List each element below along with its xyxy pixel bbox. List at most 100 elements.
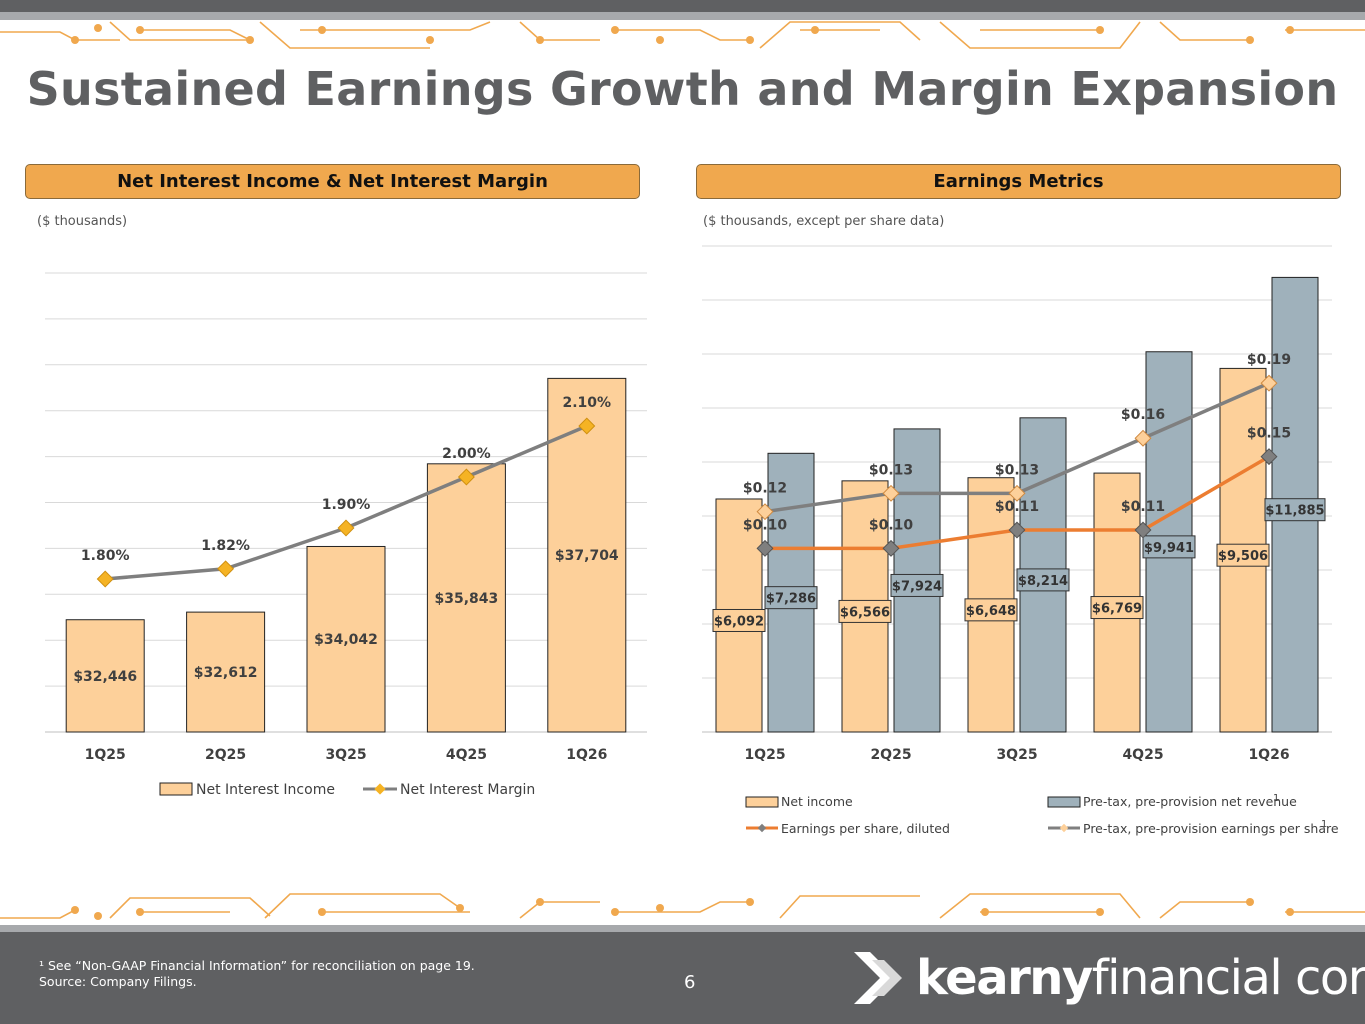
x-tick-label: 1Q25 — [744, 747, 785, 763]
legend-net-income-label: Net income — [781, 794, 853, 809]
x-tick-label: 1Q26 — [1248, 747, 1289, 763]
ppnr-label: $8,214 — [1018, 574, 1068, 589]
footnote: ¹ See “Non-GAAP Financial Information” f… — [39, 958, 475, 990]
eps-marker — [756, 539, 774, 557]
nii-bar — [426, 463, 506, 733]
logo-wordmark-bold: kearny — [916, 950, 1093, 1006]
legend-ppnr-swatch — [1047, 796, 1081, 808]
legend-eps-marker — [757, 823, 767, 833]
x-tick-label: 3Q25 — [996, 747, 1037, 763]
eps-marker — [1008, 521, 1026, 539]
pp-eps-label: $0.12 — [743, 481, 787, 497]
net-income-label-box — [1090, 596, 1144, 620]
right-panel-header: Earnings Metrics — [696, 164, 1341, 199]
legend-nii-swatch — [159, 782, 193, 796]
ppnr-label-box — [764, 586, 818, 610]
logo-chevron-icon — [854, 952, 902, 1004]
eps-label: $0.11 — [1121, 499, 1165, 515]
eps-label: $0.15 — [1247, 426, 1291, 442]
nii-bar-label: $32,612 — [194, 665, 258, 681]
nii-bar — [306, 545, 386, 733]
pp-eps-marker — [756, 503, 774, 521]
eps-marker — [882, 539, 900, 557]
net-income-label: $9,506 — [1218, 549, 1268, 564]
nim-marker — [217, 560, 235, 578]
eps-marker — [1134, 521, 1152, 539]
legend-pp-eps-label: Pre-tax, pre-provision earnings per shar… — [1083, 821, 1339, 836]
net-income-label-box — [712, 608, 766, 632]
pp-eps-marker — [1260, 374, 1278, 392]
logo-wordmark-light: financial corp. — [1091, 950, 1365, 1006]
circuit-decoration-bottom — [0, 893, 1365, 920]
net-income-label: $6,648 — [966, 604, 1016, 619]
net-income-label: $6,092 — [714, 614, 764, 629]
legend-nim-label: Net Interest Margin — [400, 782, 535, 798]
x-tick-label: 1Q25 — [85, 747, 126, 763]
legend-ppnr-superscript: 1 — [1273, 793, 1279, 804]
ppnr-label-box — [890, 573, 944, 597]
legend-nii-label: Net Interest Income — [196, 782, 335, 798]
footer-strip — [0, 925, 1365, 933]
pp-eps-marker — [882, 484, 900, 502]
nim-label: 2.00% — [442, 446, 491, 462]
x-tick-label: 3Q25 — [325, 747, 366, 763]
nii-nim-chart: $32,446 1Q25 $32,612 2Q25 $34,042 3Q25 $35,843… — [45, 272, 647, 798]
legend-eps-label: Earnings per share, diluted — [781, 821, 950, 836]
ppnr-label: $11,885 — [1265, 504, 1324, 519]
net-income-label: $6,769 — [1092, 602, 1142, 617]
x-tick-label: 4Q25 — [1122, 747, 1163, 763]
net-income-label: $6,566 — [840, 605, 890, 620]
pp-eps-label: $0.13 — [995, 462, 1039, 478]
nim-marker — [578, 417, 596, 435]
nii-bar — [65, 619, 145, 733]
net-income-label-box — [964, 598, 1018, 622]
legend-nim-marker — [374, 783, 386, 795]
footer — [0, 932, 1365, 1024]
eps-label: $0.10 — [743, 517, 788, 533]
page-title: Sustained Earnings Growth and Margin Exp… — [26, 62, 1339, 116]
nim-marker — [337, 519, 355, 537]
ppnr-label: $9,941 — [1144, 541, 1194, 556]
right-panel-units: ($ thousands, except per share data) — [703, 214, 945, 229]
pp-eps-marker — [1008, 484, 1026, 502]
footnote-reconciliation: ¹ See “Non-GAAP Financial Information” f… — [39, 958, 475, 973]
ppnr-label-box — [1016, 568, 1070, 592]
nim-label: 1.80% — [81, 548, 130, 564]
nim-label: 1.82% — [201, 538, 250, 554]
net-income-label-box — [838, 599, 892, 623]
x-tick-label: 1Q26 — [566, 747, 607, 763]
nim-marker — [96, 570, 114, 588]
earnings-metrics-chart: $6,092$7,286 1Q25 $6,566$7,924 2Q25 $6,648$8… — [702, 245, 1339, 836]
pp-eps-label: $0.16 — [1121, 407, 1165, 423]
x-tick-label: 2Q25 — [205, 747, 246, 763]
left-panel-units: ($ thousands) — [37, 214, 128, 229]
nim-label: 1.90% — [322, 497, 371, 513]
top-bar-accent — [0, 12, 1365, 20]
ppnr-label: $7,286 — [766, 592, 816, 607]
top-bar — [0, 0, 1365, 12]
nim-label: 2.10% — [563, 395, 612, 411]
nii-bar — [186, 611, 266, 733]
ppnr-label-box — [1142, 535, 1196, 559]
nii-bar-label: $37,704 — [555, 548, 619, 564]
nii-bar-label: $35,843 — [435, 591, 499, 607]
circuit-decoration-top — [0, 21, 1365, 49]
eps-marker — [1260, 448, 1278, 466]
pp-eps-label: $0.19 — [1247, 352, 1291, 368]
ppnr-label: $7,924 — [892, 579, 942, 594]
eps-label: $0.10 — [869, 517, 914, 533]
pp-eps-label: $0.13 — [869, 462, 913, 478]
net-income-label-box — [1216, 543, 1270, 567]
legend-pp-eps-superscript: 1 — [1321, 819, 1327, 830]
company-logo: kearnyfinancial corp. — [850, 946, 1365, 1010]
nim-marker — [457, 468, 475, 486]
nii-bar-label: $34,042 — [314, 632, 378, 648]
left-panel-header: Net Interest Income & Net Interest Margi… — [25, 164, 640, 199]
eps-label: $0.11 — [995, 499, 1039, 515]
legend-pp-eps-marker — [1059, 823, 1069, 833]
ppnr-label-box — [1264, 498, 1326, 522]
pp-eps-marker — [1134, 429, 1152, 447]
x-tick-label: 2Q25 — [870, 747, 911, 763]
footnote-source: Source: Company Filings. — [39, 974, 197, 989]
x-tick-label: 4Q25 — [446, 747, 487, 763]
